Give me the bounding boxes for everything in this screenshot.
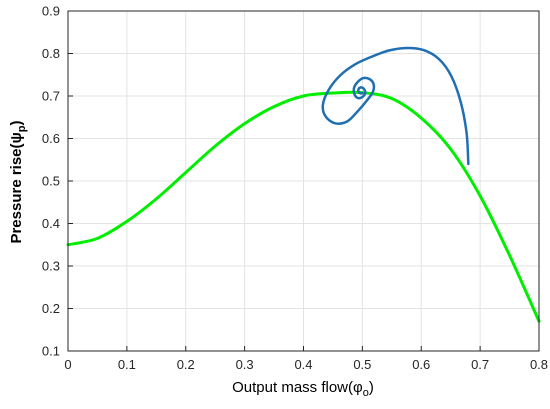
y-tick-label: 0.7 [42,89,60,104]
y-tick-label: 0.1 [42,344,60,359]
x-tick-label: 0.6 [412,357,430,372]
x-tick-label: 0 [64,357,71,372]
y-tick-label: 0.6 [42,131,60,146]
x-tick-label: 0.5 [353,357,371,372]
x-tick-label: 0.1 [118,357,136,372]
series-line-green [66,90,541,323]
y-tick-label: 0.4 [42,216,60,231]
x-tick-label: 0.7 [471,357,489,372]
series-group [66,46,541,323]
y-tick-label: 0.3 [42,259,60,274]
y-axis-label: Pressure rise(ψp) [8,120,28,243]
x-tick-label: 0.3 [236,357,254,372]
y-tick-label: 0.5 [42,174,60,189]
y-tick-label: 0.8 [42,46,60,61]
x-axis-ticks: 0 0.1 0.2 0.3 0.4 0.5 0.6 0.7 0.8 [64,346,548,372]
y-tick-label: 0.2 [42,301,60,316]
x-tick-label: 0.4 [294,357,312,372]
x-tick-label: 0.2 [177,357,195,372]
y-tick-label: 0.9 [42,4,60,19]
x-axis-label: Output mass flow(φo) [232,379,374,399]
x-tick-label: 0.8 [530,357,548,372]
series-line-blue-spiral [321,46,470,166]
y-axis-ticks: 0.1 0.2 0.3 0.4 0.5 0.6 0.7 0.8 0.9 [42,4,73,359]
